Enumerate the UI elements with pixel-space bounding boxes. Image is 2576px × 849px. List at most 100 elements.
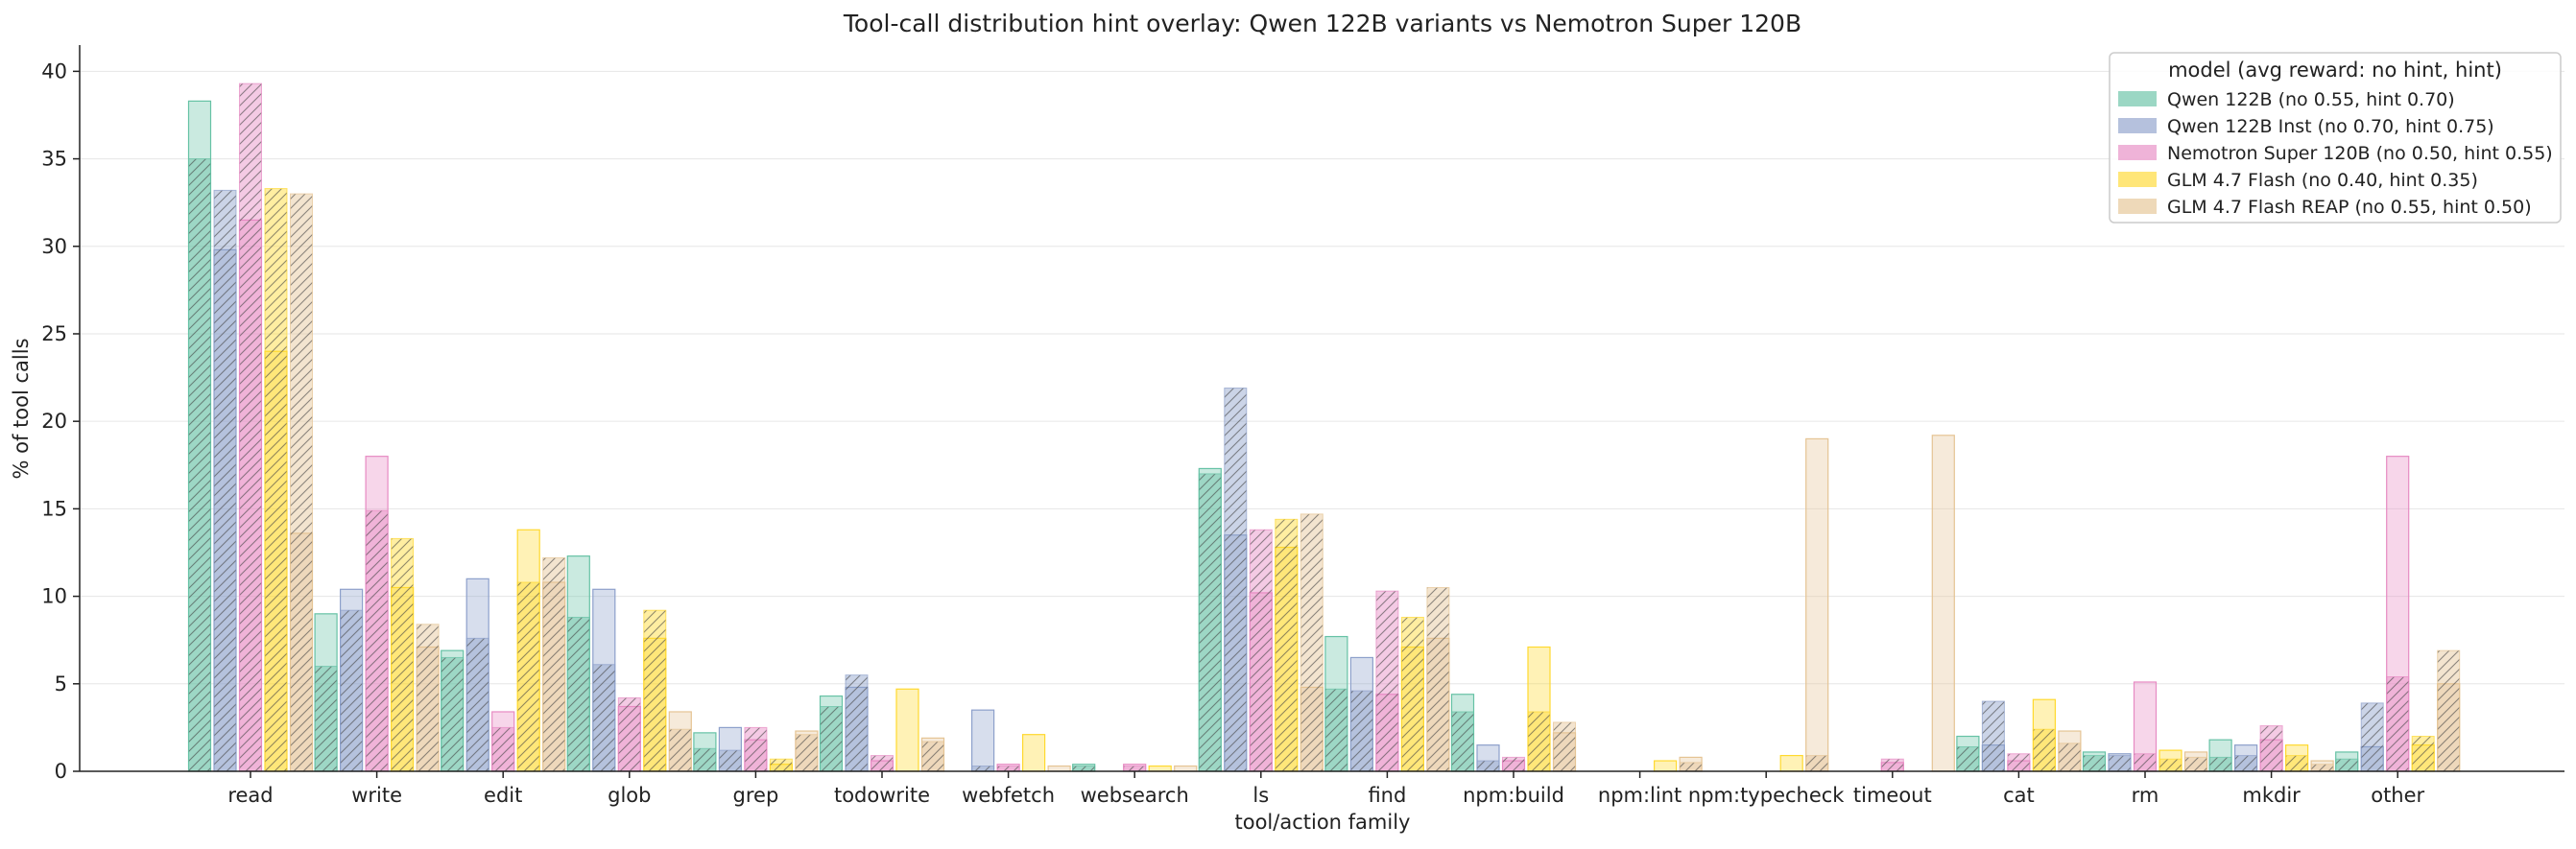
- bar-hint: [516, 581, 540, 772]
- legend-label: GLM 4.7 Flash REAP (no 0.55, hint 0.50): [2167, 197, 2532, 218]
- bar-hint: [566, 616, 590, 772]
- category-group-find: [1324, 586, 1450, 772]
- bar-hint: [1072, 766, 1096, 772]
- bar-no-hint: [1021, 734, 1046, 772]
- category-group-timeout: [1880, 435, 1955, 772]
- bar-hint: [2386, 675, 2410, 772]
- x-tick-label: mkdir: [2242, 784, 2301, 807]
- legend-swatch: [2118, 118, 2157, 133]
- x-tick-label: ls: [1252, 784, 1269, 807]
- bar-hint: [871, 755, 894, 772]
- bar-hint: [441, 656, 465, 772]
- bar-hint: [1198, 473, 1222, 772]
- axes: [79, 45, 2564, 772]
- category-group-read: [187, 83, 314, 772]
- bar-hint: [1805, 755, 1829, 772]
- y-tick-label: 0: [55, 760, 67, 783]
- category-group-mkdir: [2208, 725, 2334, 772]
- category-group-npm-typecheck: [1779, 437, 1829, 772]
- bar-hint: [971, 766, 995, 772]
- bar-hint: [668, 728, 692, 772]
- bar-hint: [2208, 756, 2232, 772]
- bar-hint: [2184, 756, 2207, 772]
- x-tick-label: edit: [484, 784, 522, 807]
- bar-no-hint: [1779, 754, 1803, 772]
- bar-hint: [1300, 513, 1324, 772]
- bar-hint: [1375, 590, 1399, 772]
- bar-hint: [1527, 711, 1551, 772]
- bar-hint: [1981, 700, 2005, 772]
- bar-hint: [845, 674, 869, 772]
- x-tick-label: find: [1368, 784, 1406, 807]
- x-tick-label: npm:lint: [1598, 784, 1682, 807]
- bar-no-hint: [895, 688, 919, 772]
- y-tick-label: 5: [55, 672, 67, 696]
- x-tick-label: glob: [608, 784, 651, 807]
- bar-hint: [795, 734, 819, 772]
- bar-hint: [1476, 760, 1500, 772]
- y-tick-label: 40: [41, 59, 67, 83]
- x-tick-label: other: [2371, 784, 2424, 807]
- bar-no-hint: [970, 709, 995, 772]
- y-tick-label: 25: [41, 322, 67, 345]
- bar-hint: [744, 726, 768, 772]
- x-ticks: read write edit glob grep todowrite webfetch we…: [227, 771, 2425, 807]
- bar-hint: [365, 509, 389, 772]
- bar-hint: [2234, 755, 2258, 772]
- y-tick-label: 20: [41, 410, 67, 433]
- legend-label: Nemotron Super 120B (no 0.50, hint 0.55): [2167, 143, 2553, 164]
- bar-no-hint: [1931, 435, 1955, 772]
- bar-hint: [416, 624, 440, 772]
- bar-hint: [617, 696, 641, 772]
- bar-hint: [391, 537, 415, 772]
- category-group-npm-build: [1450, 646, 1577, 772]
- bar-hint: [693, 747, 717, 772]
- bar-hint: [2083, 755, 2106, 772]
- bar-hint: [2159, 758, 2182, 772]
- bar-hint: [188, 158, 211, 772]
- bar-hint: [542, 556, 566, 772]
- bar-hint: [1553, 721, 1576, 772]
- legend-swatch: [2118, 172, 2157, 187]
- legend-title: model (avg reward: no hint, hint): [2168, 59, 2502, 82]
- legend-frame: [2109, 52, 2562, 224]
- bar-hint: [2007, 753, 2031, 772]
- bar-hint: [290, 193, 313, 772]
- category-group-ls: [1198, 388, 1324, 772]
- bar-hint: [769, 758, 793, 772]
- bar-hint: [2437, 649, 2461, 772]
- x-tick-label: npm:typecheck: [1688, 784, 1845, 807]
- category-group-npm-lint: [1653, 756, 1703, 772]
- legend-item: GLM 4.7 Flash REAP (no 0.55, hint 0.50): [2118, 197, 2532, 218]
- x-tick-label: websearch: [1081, 784, 1189, 807]
- legend-label: Qwen 122B Inst (no 0.70, hint 0.75): [2167, 116, 2494, 137]
- category-group-websearch: [1072, 764, 1198, 772]
- bar-hint: [264, 188, 288, 772]
- bar-hint: [1956, 745, 1980, 772]
- y-tick-label: 15: [41, 497, 67, 520]
- bar-hint: [491, 726, 515, 772]
- x-tick-label: read: [227, 784, 273, 807]
- legend-item: GLM 4.7 Flash (no 0.40, hint 0.35): [2118, 170, 2478, 191]
- bar-hint: [2310, 764, 2334, 772]
- category-group-other: [2335, 456, 2461, 772]
- bar-hint: [1349, 690, 1373, 772]
- category-group-todowrite: [819, 674, 945, 772]
- bar-hint: [1324, 688, 1348, 772]
- bar-hint: [314, 666, 338, 772]
- category-group-edit: [441, 529, 566, 772]
- bar-no-hint: [1148, 765, 1172, 772]
- bar-hint: [2411, 736, 2435, 772]
- y-ticks: 0 5 10 15 20 25 30 35 40: [41, 59, 80, 783]
- x-tick-label: timeout: [1853, 784, 1932, 807]
- bar-hint: [2032, 728, 2056, 772]
- bar-hint: [1880, 758, 1904, 772]
- x-tick-label: npm:build: [1463, 784, 1564, 807]
- legend-item: Qwen 122B Inst (no 0.70, hint 0.75): [2118, 116, 2494, 137]
- bar-hint: [1502, 756, 1525, 772]
- category-group-glob: [566, 555, 692, 772]
- legend-item: Qwen 122B (no 0.55, hint 0.70): [2118, 89, 2455, 110]
- bar-hint: [2360, 702, 2384, 772]
- bar-hint: [2058, 743, 2082, 772]
- x-axis-label: tool/action family: [1235, 811, 1411, 834]
